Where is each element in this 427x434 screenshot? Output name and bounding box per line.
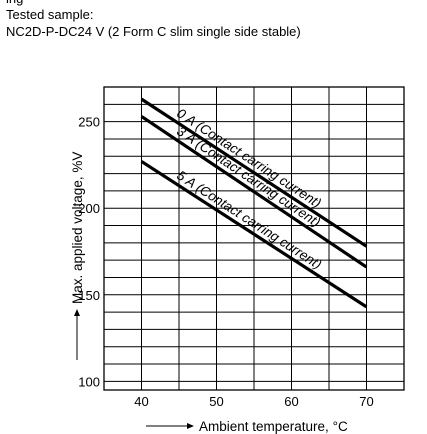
axis-labels: Ambient temperature, °C Max. applied volt… bbox=[70, 152, 348, 434]
header-top-cut: ing bbox=[6, 0, 23, 6]
x-axis-label: Ambient temperature, °C bbox=[199, 419, 348, 434]
series-line-2 bbox=[140, 160, 368, 309]
x-tick-label: 50 bbox=[209, 394, 223, 409]
y-tick-label: 200 bbox=[78, 201, 100, 216]
y-tick-label: 150 bbox=[78, 288, 100, 303]
x-tick-label: 60 bbox=[284, 394, 298, 409]
tested-sample-label: Tested sample: bbox=[6, 7, 94, 22]
x-axis-arrow-head bbox=[187, 423, 194, 429]
x-tick-label: 70 bbox=[359, 394, 373, 409]
plot-frame bbox=[103, 86, 405, 391]
y-axis-label: Max. applied voltage, %V bbox=[70, 152, 85, 304]
y-tick-label: 250 bbox=[78, 115, 100, 130]
series-line-1 bbox=[140, 115, 368, 269]
sample-name: NC2D-P-DC24 V (2 Form C slim single side… bbox=[6, 24, 301, 39]
y-tick-label: 100 bbox=[78, 374, 100, 389]
x-tick-label: 40 bbox=[134, 394, 148, 409]
series-line-0 bbox=[140, 97, 368, 248]
grid bbox=[103, 86, 405, 391]
y-axis-arrow-head bbox=[74, 309, 80, 316]
tick-labels: 40 50 60 70 100 150 200 250 bbox=[78, 115, 373, 409]
